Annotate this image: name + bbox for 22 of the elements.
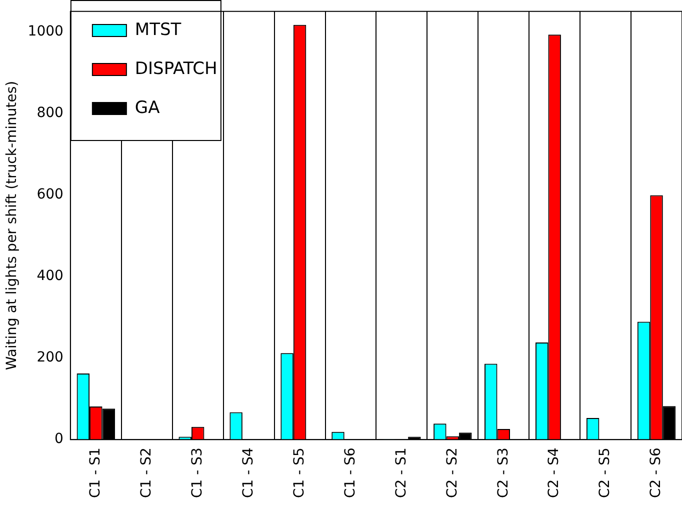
x-tick-label: C1 - S5 <box>291 448 308 498</box>
y-tick-label: 200 <box>36 350 64 366</box>
x-tick-label: C1 - S2 <box>138 448 155 498</box>
legend-label: DISPATCH <box>134 58 218 79</box>
y-tick-label: 1000 <box>28 23 64 40</box>
x-tick-label: C2 - S4 <box>546 447 562 498</box>
y-tick-label: 0 <box>54 431 64 448</box>
x-tick-label: C1 - S3 <box>189 448 206 498</box>
y-tick-label: 800 <box>36 104 64 121</box>
x-tick-label: C2 - S2 <box>444 448 460 498</box>
x-tick-label: C1 - S6 <box>342 447 358 498</box>
legend-label: MTST <box>134 20 182 40</box>
x-tick-label: C2 - S5 <box>597 448 614 498</box>
y-axis-title: Waiting at lights per shift (truck-minutes) <box>4 80 20 370</box>
y-tick-label: 600 <box>36 186 64 203</box>
x-tick-label: C2 - S1 <box>393 448 410 498</box>
y-tick-label: 400 <box>36 268 64 284</box>
x-tick-label: C2 - S3 <box>495 448 512 498</box>
x-tick-label: C1 - S1 <box>88 448 104 498</box>
x-tick-label: C2 - S6 <box>648 447 664 498</box>
legend-label: GA <box>134 98 160 118</box>
x-tick-label: C1 - S4 <box>240 447 256 498</box>
